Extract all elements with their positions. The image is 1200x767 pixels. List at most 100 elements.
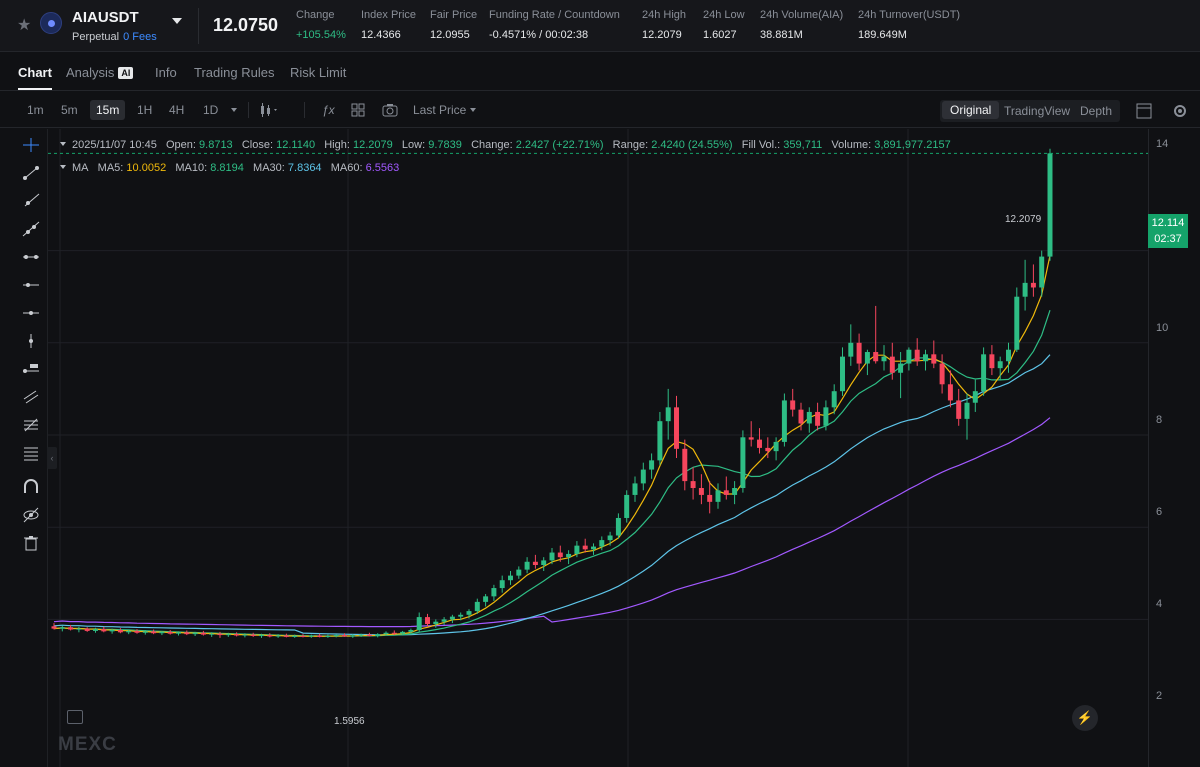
layout-icon[interactable] (1136, 103, 1152, 119)
parallel-channel-icon[interactable] (22, 389, 40, 405)
chart-screenshot-icon[interactable] (67, 710, 83, 724)
interval-15m[interactable]: 15m (90, 100, 126, 120)
candle-body (582, 545, 588, 550)
horizontal-ray-icon[interactable] (22, 277, 40, 293)
coin-logo (40, 12, 62, 34)
view-tradingview[interactable]: TradingView (1004, 104, 1071, 118)
ma-legend: MA MA5: 10.0052 MA10: 8.8194 MA30: 7.836… (60, 162, 399, 174)
stat-24h-low: 24h Low 1.6027 (703, 9, 745, 41)
candle-body (856, 342, 862, 364)
legend-change: 2.2427 (+22.71%) (515, 139, 604, 151)
candle-body (483, 596, 489, 602)
candle-body (682, 448, 688, 482)
interval-more-icon[interactable] (227, 103, 237, 117)
candle-body (947, 384, 953, 401)
candle-body (773, 441, 779, 452)
crosshair-icon[interactable] (22, 137, 40, 153)
view-original[interactable]: Original (942, 101, 1000, 119)
candle-body (84, 628, 90, 631)
interval-1d[interactable]: 1D (203, 103, 219, 117)
candle-body (906, 349, 912, 364)
candlestick-chart[interactable] (48, 129, 1148, 767)
tab-risk-limit[interactable]: Risk Limit (290, 65, 347, 80)
price-tick: 2 (1156, 690, 1163, 702)
layout-grid-icon[interactable] (351, 103, 365, 117)
current-price: 12.114 (1151, 217, 1185, 229)
camera-icon[interactable] (382, 103, 398, 117)
candle-body (416, 617, 422, 631)
candle-type-icon[interactable] (259, 103, 279, 117)
candle-body (93, 629, 98, 631)
favorite-star-icon[interactable]: ★ (17, 17, 32, 34)
interval-4h[interactable]: 4H (169, 103, 185, 117)
view-depth[interactable]: Depth (1080, 104, 1113, 118)
candle-body (325, 635, 331, 637)
lines-list-icon[interactable] (22, 445, 40, 461)
candle-body (151, 631, 157, 634)
fees-badge[interactable]: 0 Fees (123, 31, 157, 43)
lightning-icon[interactable]: ⚡ (1072, 705, 1098, 731)
trash-icon[interactable] (22, 535, 40, 551)
stat-funding-rate: Funding Rate / Countdown -0.4571% / 00:0… (489, 9, 620, 41)
candle-body (458, 614, 464, 617)
candle-body (358, 634, 364, 636)
stat-label: Index Price (361, 9, 417, 21)
candle-body (881, 356, 887, 362)
candle-body (524, 561, 530, 570)
interval-1h[interactable]: 1H (137, 103, 153, 117)
candle-body (225, 634, 231, 636)
hide-drawings-icon[interactable] (22, 507, 40, 523)
settings-icon[interactable] (1172, 103, 1188, 119)
tab-analysis[interactable]: Analysis AI (66, 65, 134, 80)
price-line-icon[interactable] (22, 361, 40, 377)
candle-body (740, 437, 746, 489)
trend-line-icon[interactable] (22, 165, 40, 181)
candle-body (433, 621, 439, 625)
candle-body (491, 588, 497, 597)
horizontal-segment-icon[interactable] (22, 305, 40, 321)
ma30-value: 7.8364 (287, 162, 322, 174)
stat-value: 12.4366 (361, 29, 401, 41)
price-axis[interactable] (1148, 129, 1200, 767)
magnet-icon[interactable] (22, 479, 40, 495)
ma10-value: 8.8194 (210, 162, 244, 174)
collapse-ma-icon[interactable] (60, 165, 66, 169)
candle-body (607, 535, 613, 541)
candle-body (815, 411, 821, 426)
interval-1m[interactable]: 1m (27, 103, 44, 117)
price-type-select[interactable]: Last Price (413, 103, 477, 117)
mexc-watermark: MEXC (58, 734, 117, 755)
fib-icon[interactable] (22, 417, 40, 433)
symbol-dropdown-icon[interactable] (172, 18, 182, 24)
candle-body (234, 634, 240, 636)
tab-trading-rules[interactable]: Trading Rules (194, 65, 275, 80)
interval-5m[interactable]: 5m (61, 103, 78, 117)
ohlc-legend: 2025/11/07 10:45 Open: 9.8713 Close: 12.… (60, 139, 951, 151)
symbol-name[interactable]: AIAUSDT (72, 9, 139, 26)
tab-chart[interactable]: Chart (18, 65, 52, 80)
caret-icon (470, 108, 477, 112)
tab-info[interactable]: Info (155, 65, 177, 80)
candle-body (665, 407, 671, 422)
candle-body (707, 494, 713, 502)
candle-body (632, 483, 638, 495)
collapse-legend-icon[interactable] (60, 142, 66, 146)
tab-label: Analysis (66, 65, 115, 80)
legend-open-label: Open: (166, 139, 196, 151)
candle-body (391, 632, 397, 634)
last-price: 12.0750 (213, 15, 279, 35)
stat-label: 24h Turnover(USDT) (858, 9, 961, 21)
horizontal-line-icon[interactable] (22, 249, 40, 265)
candle-body (167, 631, 173, 634)
candle-body (964, 402, 970, 419)
ray-icon[interactable] (22, 193, 40, 209)
indicators-icon[interactable]: ƒx (322, 103, 335, 117)
vertical-line-icon[interactable] (22, 333, 40, 349)
candle-body (956, 400, 962, 419)
legend-close-label: Close: (241, 139, 274, 151)
legend-high-label: High: (324, 139, 350, 151)
stat-label: 24h Volume(AIA) (760, 9, 844, 21)
extended-line-icon[interactable] (22, 221, 40, 237)
collapse-toolbar-icon[interactable]: ‹ (47, 447, 57, 469)
ma30-line (53, 354, 1051, 636)
